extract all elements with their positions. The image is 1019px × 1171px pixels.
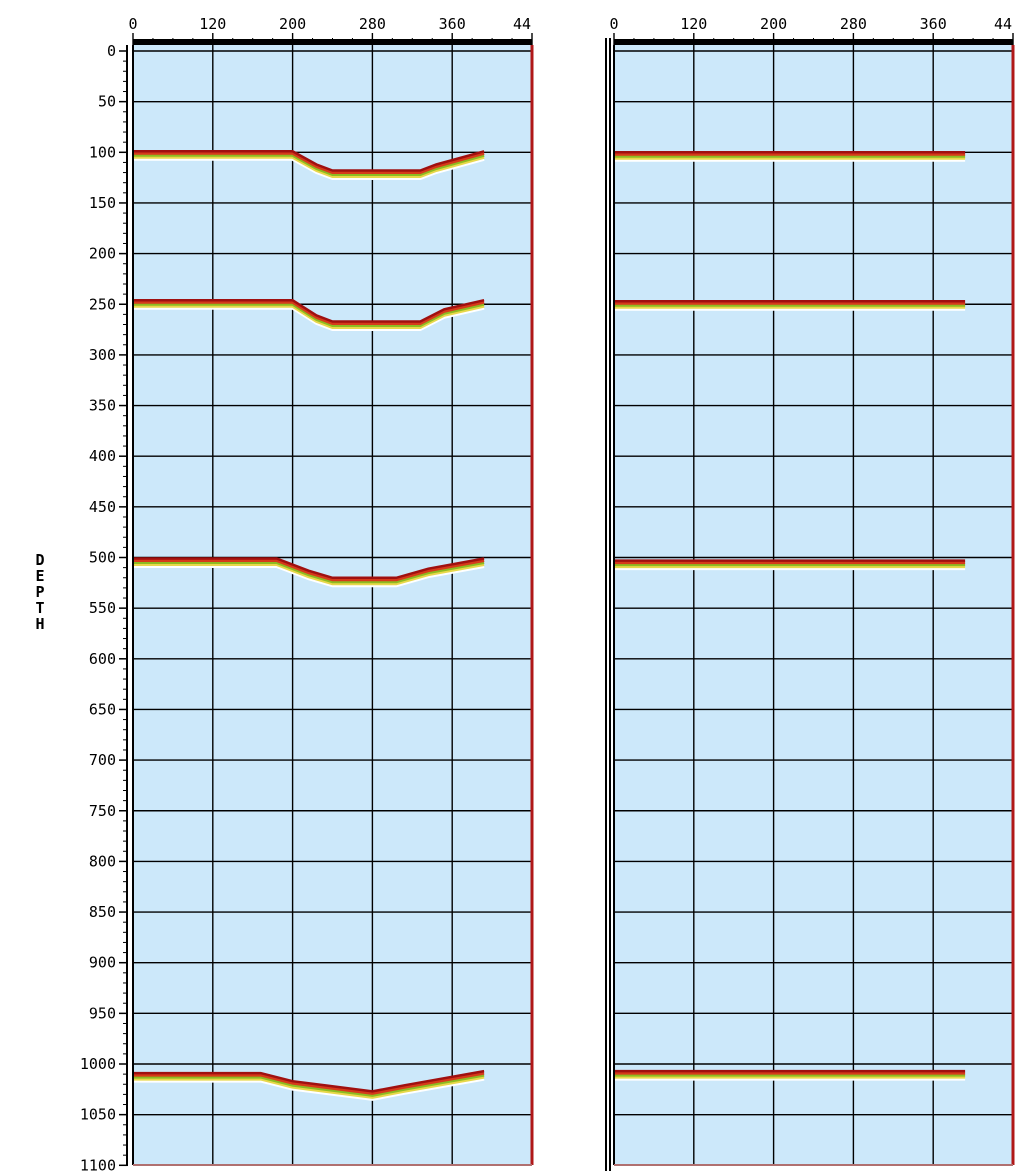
depth-label-letter: D bbox=[35, 551, 44, 569]
y-tick-label: 200 bbox=[89, 245, 116, 263]
depth-label-letter: H bbox=[35, 615, 44, 633]
reflector-yellow-band bbox=[133, 304, 485, 329]
y-tick-label: 100 bbox=[89, 143, 116, 161]
x-tick-label: 44 bbox=[513, 15, 531, 33]
y-tick-label: 450 bbox=[89, 498, 116, 516]
depth-label-letter: T bbox=[35, 599, 44, 617]
x-tick-label: 280 bbox=[840, 15, 867, 33]
x-tick-label: 0 bbox=[128, 15, 137, 33]
reflector-red-band bbox=[133, 559, 485, 582]
reflector-green-band bbox=[133, 153, 485, 176]
panel-background bbox=[133, 45, 532, 1165]
x-tick-label: 200 bbox=[279, 15, 306, 33]
y-tick-label: 350 bbox=[89, 397, 116, 415]
y-tick-label: 550 bbox=[89, 599, 116, 617]
reflector-halo bbox=[133, 565, 485, 588]
reflector-yellow-band bbox=[133, 1075, 485, 1099]
depth-axis: 0 50 100 150 200 250 300 350 400 450 500 550 600 650 7… bbox=[80, 42, 128, 1171]
reflector-green-band bbox=[133, 302, 485, 327]
y-tick-label: 1000 bbox=[80, 1055, 116, 1073]
reflector-yellow-band bbox=[133, 155, 485, 178]
x-tick-label: 120 bbox=[680, 15, 707, 33]
y-tick-label: 150 bbox=[89, 194, 116, 212]
panel-background bbox=[614, 45, 1013, 1165]
reflector-green-band bbox=[133, 561, 485, 584]
y-tick-label: 0 bbox=[107, 42, 116, 60]
y-tick-label: 850 bbox=[89, 903, 116, 921]
y-tick-label: 900 bbox=[89, 954, 116, 972]
y-tick-label: 300 bbox=[89, 346, 116, 364]
reflector-yellow-band bbox=[133, 563, 485, 586]
top-axis-bar bbox=[133, 39, 532, 45]
depth-label-letter: P bbox=[35, 583, 44, 601]
x-tick-label: 360 bbox=[439, 15, 466, 33]
y-tick-label: 250 bbox=[89, 295, 116, 313]
reflector-line bbox=[133, 557, 485, 580]
y-tick-label: 1100 bbox=[80, 1156, 116, 1171]
panel-right: 0 120 200 280 360 44 bbox=[605, 15, 1015, 1171]
panel-left: 0 120 200 280 360 44 bbox=[128, 15, 534, 1167]
reflector-red-band bbox=[133, 151, 485, 174]
y-tick-label: 1050 bbox=[80, 1106, 116, 1124]
x-tick-label: 360 bbox=[920, 15, 947, 33]
depth-label-letter: E bbox=[35, 567, 44, 585]
reflector-line bbox=[133, 298, 485, 323]
reflector-halo bbox=[133, 157, 485, 180]
reflector-red-band bbox=[133, 1071, 485, 1095]
reflector-line bbox=[133, 1069, 485, 1093]
reflector-red-band bbox=[133, 300, 485, 325]
y-tick-label: 50 bbox=[98, 93, 116, 111]
y-tick-label: 500 bbox=[89, 549, 116, 567]
reflector-halo bbox=[133, 306, 485, 331]
x-tick-label: 200 bbox=[760, 15, 787, 33]
x-tick-label: 120 bbox=[199, 15, 226, 33]
top-axis-bar bbox=[614, 39, 1013, 45]
y-tick-label: 400 bbox=[89, 447, 116, 465]
x-tick-label: 280 bbox=[359, 15, 386, 33]
y-tick-label: 950 bbox=[89, 1004, 116, 1022]
y-tick-label: 650 bbox=[89, 700, 116, 718]
y-tick-label: 800 bbox=[89, 852, 116, 870]
x-tick-label: 44 bbox=[994, 15, 1012, 33]
y-tick-label: 750 bbox=[89, 802, 116, 820]
reflector-line bbox=[133, 150, 485, 172]
reflector-halo bbox=[133, 1077, 485, 1101]
x-tick-label: 0 bbox=[609, 15, 618, 33]
reflector-green-band bbox=[133, 1073, 485, 1097]
y-tick-label: 700 bbox=[89, 751, 116, 769]
y-tick-label: 600 bbox=[89, 650, 116, 668]
